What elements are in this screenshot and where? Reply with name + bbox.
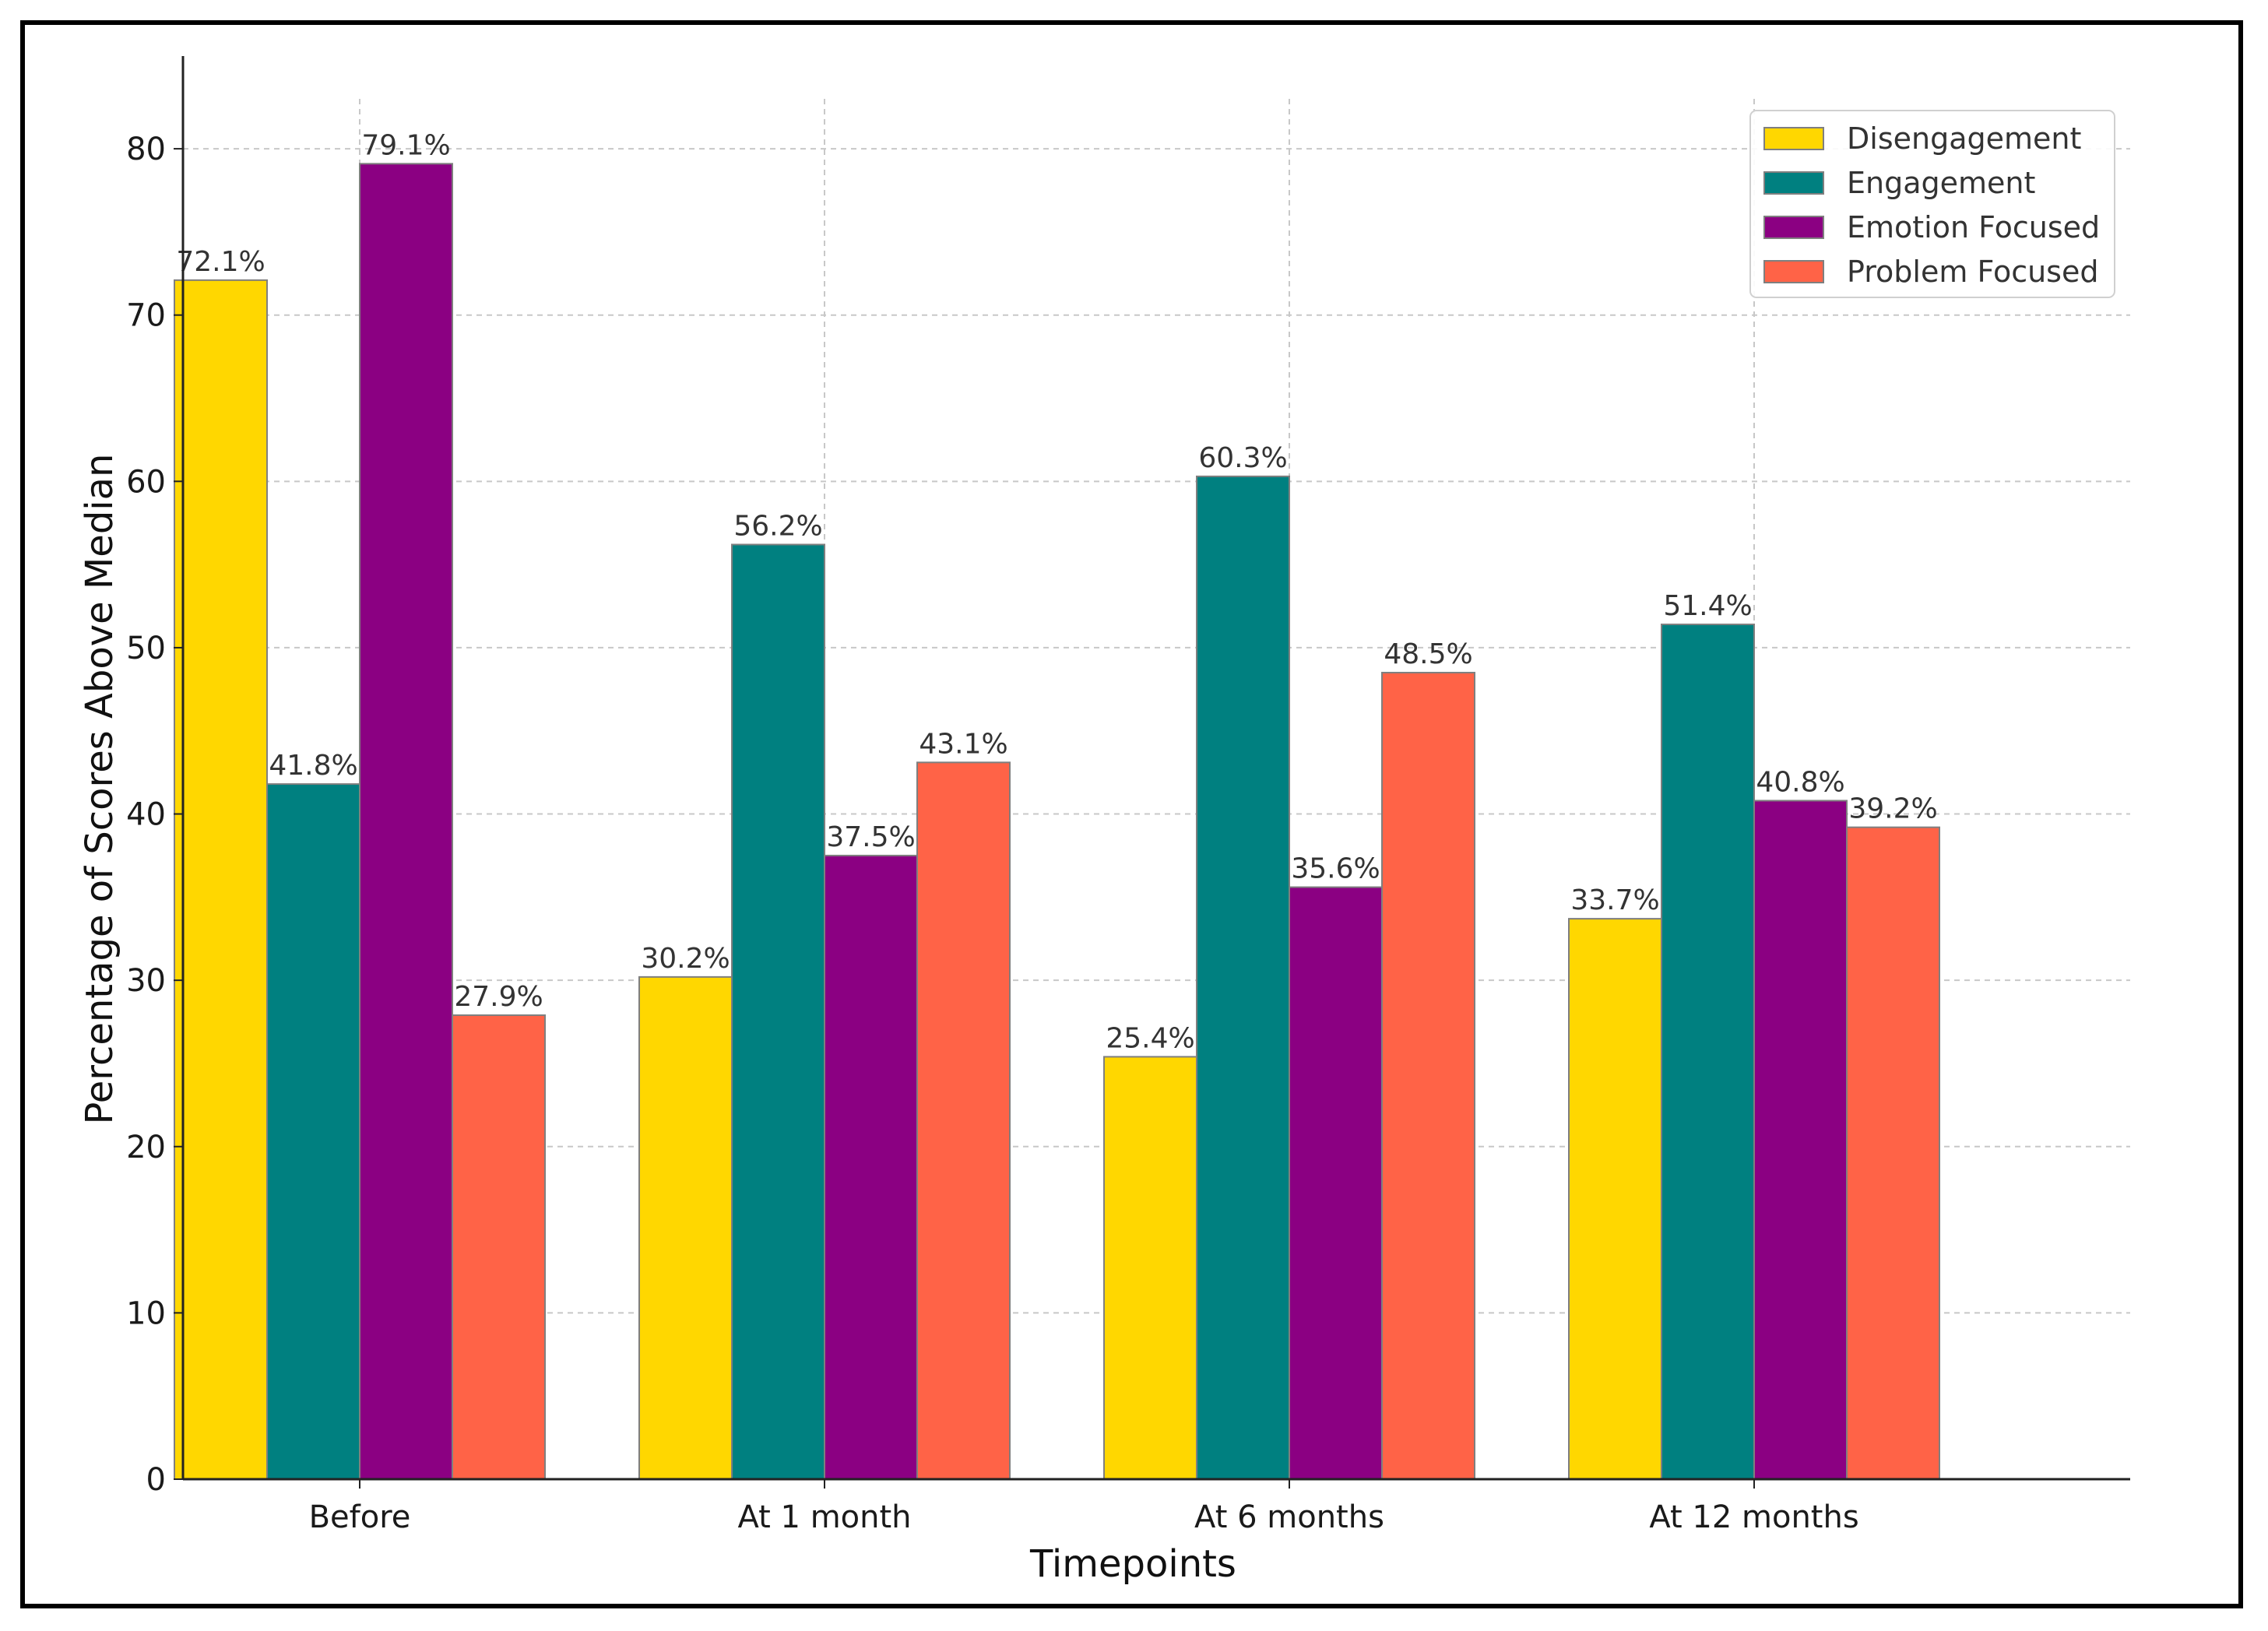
- legend: Disengagement Engagement Emotion Focused Pr…: [1749, 110, 2115, 298]
- bar-disengagement-1: [638, 975, 733, 1480]
- value-label: 60.3%: [1198, 442, 1287, 474]
- bar-engagement-2: [1196, 475, 1290, 1481]
- legend-swatch: [1763, 127, 1824, 150]
- bar-engagement-0: [266, 783, 360, 1480]
- legend-swatch: [1763, 171, 1824, 195]
- legend-label: Disengagement: [1847, 121, 2081, 156]
- bar-emotion-focused-1: [824, 854, 918, 1480]
- legend-label: Problem Focused: [1847, 255, 2098, 289]
- axis-layer: 0 10 20 30 40 50 60 70 80 Before At 1 month At 6 mo…: [78, 56, 2130, 1586]
- x-tick-label: At 12 months: [1649, 1499, 1858, 1535]
- y-tick-label: 60: [126, 464, 166, 500]
- bar-emotion-focused-3: [1753, 800, 1848, 1480]
- x-tick-label: At 1 month: [737, 1499, 911, 1535]
- y-tick-label: 0: [146, 1462, 166, 1498]
- value-label: 51.4%: [1663, 590, 1752, 622]
- x-tick-label: At 6 months: [1194, 1499, 1384, 1535]
- bar-problem-focused-2: [1381, 671, 1475, 1481]
- y-tick-label: 20: [126, 1130, 166, 1165]
- value-label: 56.2%: [733, 510, 822, 542]
- y-tick-label: 30: [126, 963, 166, 999]
- y-tick-label: 10: [126, 1295, 166, 1331]
- x-axis-title: Timepoints: [1029, 1542, 1236, 1586]
- y-tick-label: 70: [126, 298, 166, 334]
- legend-label: Emotion Focused: [1847, 210, 2100, 244]
- legend-swatch: [1763, 260, 1824, 283]
- x-tick-label: Before: [309, 1499, 411, 1535]
- value-label: 48.5%: [1384, 638, 1472, 670]
- bar-disengagement-3: [1568, 918, 1662, 1480]
- value-label: 72.1%: [176, 246, 265, 278]
- legend-box: [1749, 110, 2115, 298]
- legend-label: Engagement: [1847, 166, 2035, 200]
- bar-disengagement-2: [1103, 1056, 1197, 1481]
- chart-frame: 72.1% 41.8% 79.1% 27.9% 30.2% 56.2% 37.5% 43.1%…: [20, 20, 2243, 1608]
- bar-emotion-focused-2: [1289, 886, 1383, 1480]
- value-label: 43.1%: [919, 728, 1007, 760]
- bar-chart: 72.1% 41.8% 79.1% 27.9% 30.2% 56.2% 37.5% 43.1%…: [78, 56, 2130, 1586]
- value-label: 79.1%: [361, 129, 450, 161]
- value-label: 41.8%: [269, 750, 357, 782]
- value-label: 37.5%: [826, 821, 915, 853]
- value-label-layer: 72.1% 41.8% 79.1% 27.9% 30.2% 56.2% 37.5% 43.1%…: [176, 129, 1937, 1054]
- value-label: 40.8%: [1756, 766, 1844, 798]
- bar-problem-focused-1: [916, 761, 1011, 1480]
- y-axis-title: Percentage of Scores Above Median: [78, 454, 121, 1125]
- value-label: 25.4%: [1106, 1022, 1194, 1054]
- value-label: 27.9%: [454, 981, 543, 1013]
- bar-disengagement-0: [174, 279, 268, 1481]
- bar-engagement-1: [731, 543, 825, 1481]
- y-tick-label: 80: [126, 132, 166, 167]
- y-tick-label: 50: [126, 631, 166, 666]
- y-tick-label: 40: [126, 797, 166, 833]
- legend-swatch: [1763, 216, 1824, 239]
- bar-emotion-focused-0: [359, 163, 453, 1480]
- value-label: 30.2%: [641, 943, 730, 975]
- bar-engagement-3: [1661, 624, 1755, 1480]
- value-label: 33.7%: [1570, 884, 1659, 916]
- bar-problem-focused-3: [1846, 826, 1940, 1480]
- value-label: 39.2%: [1848, 793, 1937, 825]
- bar-problem-focused-0: [452, 1014, 546, 1480]
- value-label: 35.6%: [1291, 853, 1380, 885]
- bar-layer: [174, 163, 1940, 1481]
